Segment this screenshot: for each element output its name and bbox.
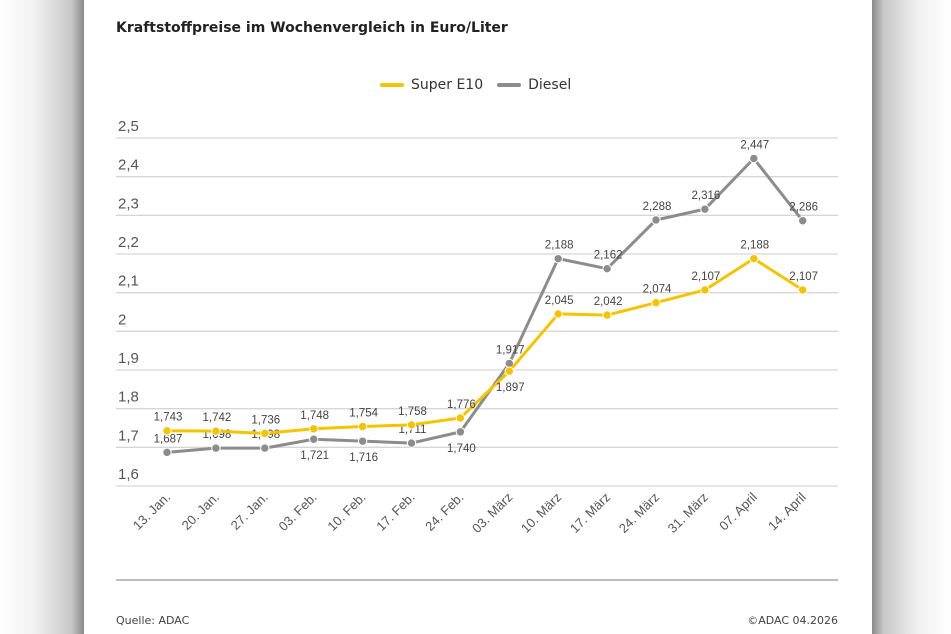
legend-item-diesel: Diesel: [497, 77, 571, 93]
data-label-super-e10: 1,754: [349, 407, 378, 419]
x-tick-label: 10. März: [518, 490, 564, 536]
data-label-diesel: 2,288: [643, 201, 672, 213]
data-label-diesel: 2,162: [594, 250, 623, 262]
copyright-note: ©ADAC 04.2026: [747, 614, 838, 627]
data-point-diesel: [602, 263, 612, 274]
chart-card: [84, 0, 872, 634]
x-tick-label: 14. April: [765, 489, 809, 533]
data-label-super-e10: 1,742: [203, 412, 232, 424]
data-label-super-e10: 1,736: [251, 414, 280, 426]
data-point-super-e10: [504, 366, 514, 376]
data-label-super-e10: 2,042: [594, 296, 623, 308]
x-tick-label: 17. März: [567, 490, 613, 536]
data-point-diesel: [700, 204, 710, 214]
y-tick-label: 1,9: [118, 350, 139, 367]
x-tick-label: 03. Feb.: [275, 490, 319, 534]
x-tick-label: 24. März: [616, 490, 662, 536]
y-tick-label: 1,8: [118, 389, 139, 406]
data-point-super-e10: [406, 420, 417, 430]
legend: Super E10 Diesel: [380, 77, 571, 93]
data-label-diesel: 1,711: [399, 424, 427, 436]
x-tick-label: 03. März: [469, 490, 515, 536]
data-point-super-e10: [455, 413, 466, 423]
legend-item-super-e10: Super E10: [380, 77, 483, 93]
legend-label-diesel: Diesel: [528, 77, 572, 93]
data-label-diesel: 2,286: [789, 202, 818, 214]
page-shadow-right: [872, 0, 951, 634]
data-point-diesel: [553, 253, 563, 264]
legend-swatch-diesel: [497, 83, 522, 87]
y-tick-label: 2,3: [118, 195, 139, 212]
series-line-diesel: [166, 156, 804, 454]
data-label-super-e10: 1,743: [154, 412, 183, 424]
data-label-super-e10: 1,897: [496, 382, 525, 394]
data-label-super-e10: 2,045: [545, 295, 574, 307]
data-label-diesel: 2,188: [545, 240, 574, 252]
data-label-diesel: 1,721: [300, 450, 329, 462]
data-point-super-e10: [749, 253, 759, 264]
y-tick-label: 2,4: [118, 157, 139, 174]
data-point-super-e10: [651, 298, 661, 308]
x-tick-label: 31. März: [665, 490, 711, 536]
data-point-diesel: [357, 436, 368, 446]
data-label-super-e10: 2,074: [643, 284, 672, 296]
data-point-diesel: [798, 216, 808, 226]
y-tick-label: 1,7: [118, 427, 139, 444]
x-tick-label: 13. Jan.: [130, 490, 173, 533]
data-point-diesel: [260, 443, 270, 453]
data-point-diesel: [651, 215, 661, 225]
data-label-super-e10: 1,776: [447, 399, 476, 411]
data-point-super-e10: [700, 285, 710, 295]
data-point-super-e10: [357, 421, 368, 432]
legend-label-super-e10: Super E10: [411, 77, 484, 93]
data-label-diesel: 1,917: [496, 344, 525, 356]
data-label-super-e10: 2,107: [789, 271, 818, 283]
data-point-super-e10: [602, 310, 612, 320]
data-label-diesel: 1,687: [154, 433, 183, 445]
chart-title: Kraftstoffpreise im Wochenvergleich in E…: [116, 20, 508, 36]
x-tick-label: 27. Jan.: [228, 490, 271, 533]
data-label-diesel: 1,740: [447, 443, 476, 455]
y-tick-label: 2: [118, 311, 126, 328]
data-point-diesel: [455, 427, 466, 437]
data-label-super-e10: 1,748: [300, 410, 329, 422]
x-tick-label: 17. Feb.: [373, 490, 417, 534]
page-shadow-left: [0, 0, 84, 634]
x-tick-label: 07. April: [716, 489, 760, 533]
data-point-super-e10: [211, 426, 221, 436]
data-label-diesel: 2,447: [740, 139, 769, 151]
data-point-diesel: [749, 153, 759, 164]
data-point-super-e10: [162, 426, 172, 436]
data-point-diesel: [406, 438, 417, 448]
data-point-diesel: [309, 434, 319, 444]
data-label-super-e10: 2,188: [740, 240, 769, 252]
data-point-diesel: [162, 447, 172, 458]
data-label-super-e10: 2,107: [692, 271, 721, 283]
y-tick-label: 2,1: [118, 273, 139, 290]
data-label-super-e10: 1,758: [398, 406, 427, 418]
data-point-super-e10: [260, 428, 270, 439]
series-line-super-e10: [166, 257, 804, 435]
data-point-super-e10: [309, 424, 319, 434]
y-tick-label: 2,2: [118, 234, 139, 251]
data-label-diesel: 2,316: [692, 190, 721, 202]
legend-swatch-super-e10: [380, 83, 404, 87]
data-point-super-e10: [553, 309, 563, 319]
x-tick-label: 24. Feb.: [422, 490, 466, 534]
data-point-diesel: [211, 443, 221, 453]
data-label-diesel: 1,716: [349, 452, 378, 464]
y-tick-label: 1,6: [118, 466, 139, 483]
x-tick-label: 20. Jan.: [179, 490, 222, 533]
y-tick-label: 2,5: [118, 118, 139, 135]
data-point-super-e10: [798, 285, 808, 295]
x-tick-label: 10. Feb.: [324, 490, 368, 534]
source-note: Quelle: ADAC: [116, 614, 190, 627]
